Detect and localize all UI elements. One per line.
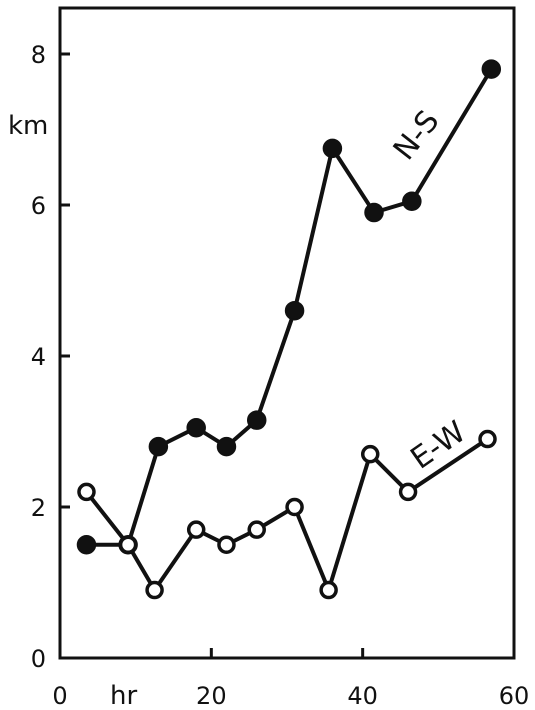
series-layer bbox=[76, 59, 502, 600]
y-tick-label: 8 bbox=[31, 41, 46, 69]
y-axis-label: km bbox=[8, 111, 48, 141]
x-tick-label: 40 bbox=[347, 682, 378, 710]
data-point-e-w bbox=[398, 482, 418, 502]
data-point-n-s bbox=[76, 535, 97, 555]
data-point-n-s bbox=[186, 417, 206, 438]
data-point-n-s bbox=[246, 410, 267, 430]
data-point-e-w bbox=[118, 535, 138, 554]
data-point-e-w bbox=[186, 520, 206, 539]
data-point-e-w bbox=[247, 520, 266, 539]
x-axis-label: hr bbox=[110, 681, 137, 710]
x-axis: 0 20 40 60 bbox=[52, 648, 529, 710]
data-point-n-s bbox=[284, 300, 305, 321]
y-tick-label: 4 bbox=[31, 343, 46, 371]
y-tick-label: 2 bbox=[31, 494, 46, 522]
data-point-n-s bbox=[481, 59, 502, 79]
data-point-n-s bbox=[216, 436, 237, 457]
data-point-n-s bbox=[148, 436, 169, 457]
data-point-n-s bbox=[364, 202, 384, 223]
data-point-e-w bbox=[360, 444, 380, 464]
data-point-e-w bbox=[478, 429, 497, 449]
series-label-e-w: E-W bbox=[405, 414, 473, 476]
y-tick-label: 6 bbox=[31, 192, 46, 220]
y-tick-label: 0 bbox=[31, 645, 46, 673]
x-tick-label: 20 bbox=[196, 682, 227, 710]
data-point-e-w bbox=[145, 580, 164, 600]
x-tick-label: 0 bbox=[52, 682, 67, 710]
data-point-n-s bbox=[402, 191, 422, 211]
data-point-e-w bbox=[285, 497, 304, 517]
plot-frame bbox=[58, 6, 516, 660]
data-point-n-s bbox=[322, 138, 343, 159]
y-axis: 0 2 4 6 8 bbox=[31, 41, 70, 673]
data-point-e-w bbox=[217, 535, 236, 554]
data-point-e-w bbox=[77, 482, 96, 502]
x-tick-label: 60 bbox=[499, 682, 530, 710]
data-point-e-w bbox=[319, 580, 338, 600]
